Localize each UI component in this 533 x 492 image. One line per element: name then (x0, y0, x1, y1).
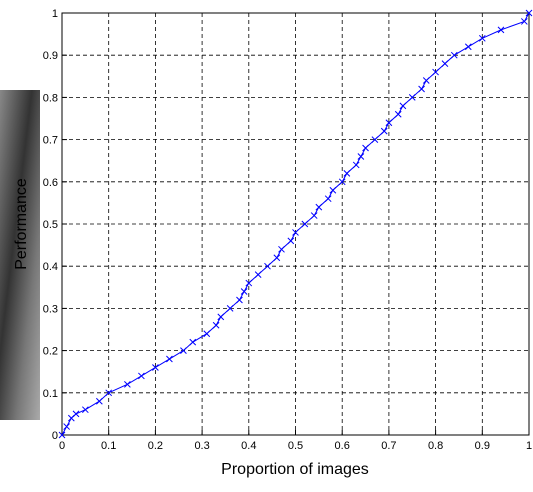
data-point (264, 262, 271, 270)
data-point (287, 237, 295, 245)
data-point (72, 410, 80, 418)
x-tick-label: 0.9 (475, 440, 490, 452)
data-point (408, 94, 416, 101)
data-point (310, 212, 318, 219)
spacer (0, 0, 1, 1)
data-point (329, 186, 337, 194)
background-photo (0, 90, 40, 420)
y-axis-label: Performance (13, 178, 30, 270)
data-point (464, 43, 472, 51)
data-point (301, 220, 309, 228)
data-point (338, 178, 346, 186)
data-point (399, 102, 407, 110)
y-tick-label: 0 (52, 430, 58, 442)
x-tick-label: 0.4 (241, 440, 256, 452)
data-point (315, 203, 323, 211)
y-tick-label: 0.1 (43, 388, 58, 400)
x-tick-label: 0 (59, 440, 65, 452)
axes-frame (61, 12, 530, 436)
data-point (525, 9, 533, 17)
y-tick-label: 0.5 (43, 219, 58, 231)
y-tick-label: 0.6 (43, 177, 58, 189)
data-point (124, 381, 131, 388)
data-point (236, 296, 243, 304)
x-axis-label: Proportion of images (221, 461, 369, 478)
data-point (226, 305, 234, 312)
x-tick-label: 0.8 (428, 440, 443, 452)
x-tick-label: 0.5 (288, 440, 303, 452)
data-point (63, 423, 71, 430)
data-point (138, 372, 145, 380)
y-tick-label: 0.7 (43, 135, 58, 147)
data-point (520, 18, 528, 25)
data-point (478, 34, 486, 42)
x-tick-label: 0.3 (194, 440, 209, 452)
data-point (343, 170, 351, 177)
y-tick-label: 0.4 (43, 261, 58, 273)
data-point (105, 389, 113, 397)
y-tick-label: 0.2 (43, 346, 58, 358)
data-point (245, 279, 253, 287)
data-point (212, 321, 220, 329)
x-tick-label: 0.1 (101, 440, 116, 452)
y-tick-label: 0.8 (43, 92, 58, 104)
data-point (497, 26, 505, 34)
x-tick-label: 0.7 (381, 440, 396, 452)
data-point (371, 136, 379, 143)
data-point (394, 110, 402, 118)
data-point (324, 195, 332, 203)
data-point (189, 338, 197, 346)
data-point (450, 51, 458, 59)
data-point (81, 406, 89, 414)
data-point (422, 77, 430, 84)
data-point (352, 161, 360, 169)
data-point (357, 153, 365, 160)
data-point (380, 127, 388, 135)
data-point (273, 254, 281, 262)
data-point (240, 288, 248, 295)
data-point (180, 347, 187, 354)
data-point (432, 68, 439, 76)
data-point (441, 60, 449, 67)
data-point (418, 85, 425, 93)
data-point (96, 397, 103, 405)
data-point (203, 330, 211, 338)
data-point (254, 271, 262, 278)
data-point (362, 144, 369, 152)
data-point (58, 431, 66, 439)
data-line (61, 12, 530, 436)
x-tick-label: 0.2 (148, 440, 163, 452)
x-tick-label: 0.6 (335, 440, 350, 452)
data-point (166, 355, 173, 363)
x-tick-label: 1 (526, 440, 532, 452)
y-tick-label: 1 (52, 8, 58, 20)
data-point (292, 229, 299, 236)
y-tick-label: 0.9 (43, 50, 58, 62)
data-point (278, 245, 285, 253)
data-point (217, 313, 225, 321)
y-tick-label: 0.3 (43, 303, 58, 315)
data-point (385, 119, 393, 127)
data-point (152, 364, 159, 371)
